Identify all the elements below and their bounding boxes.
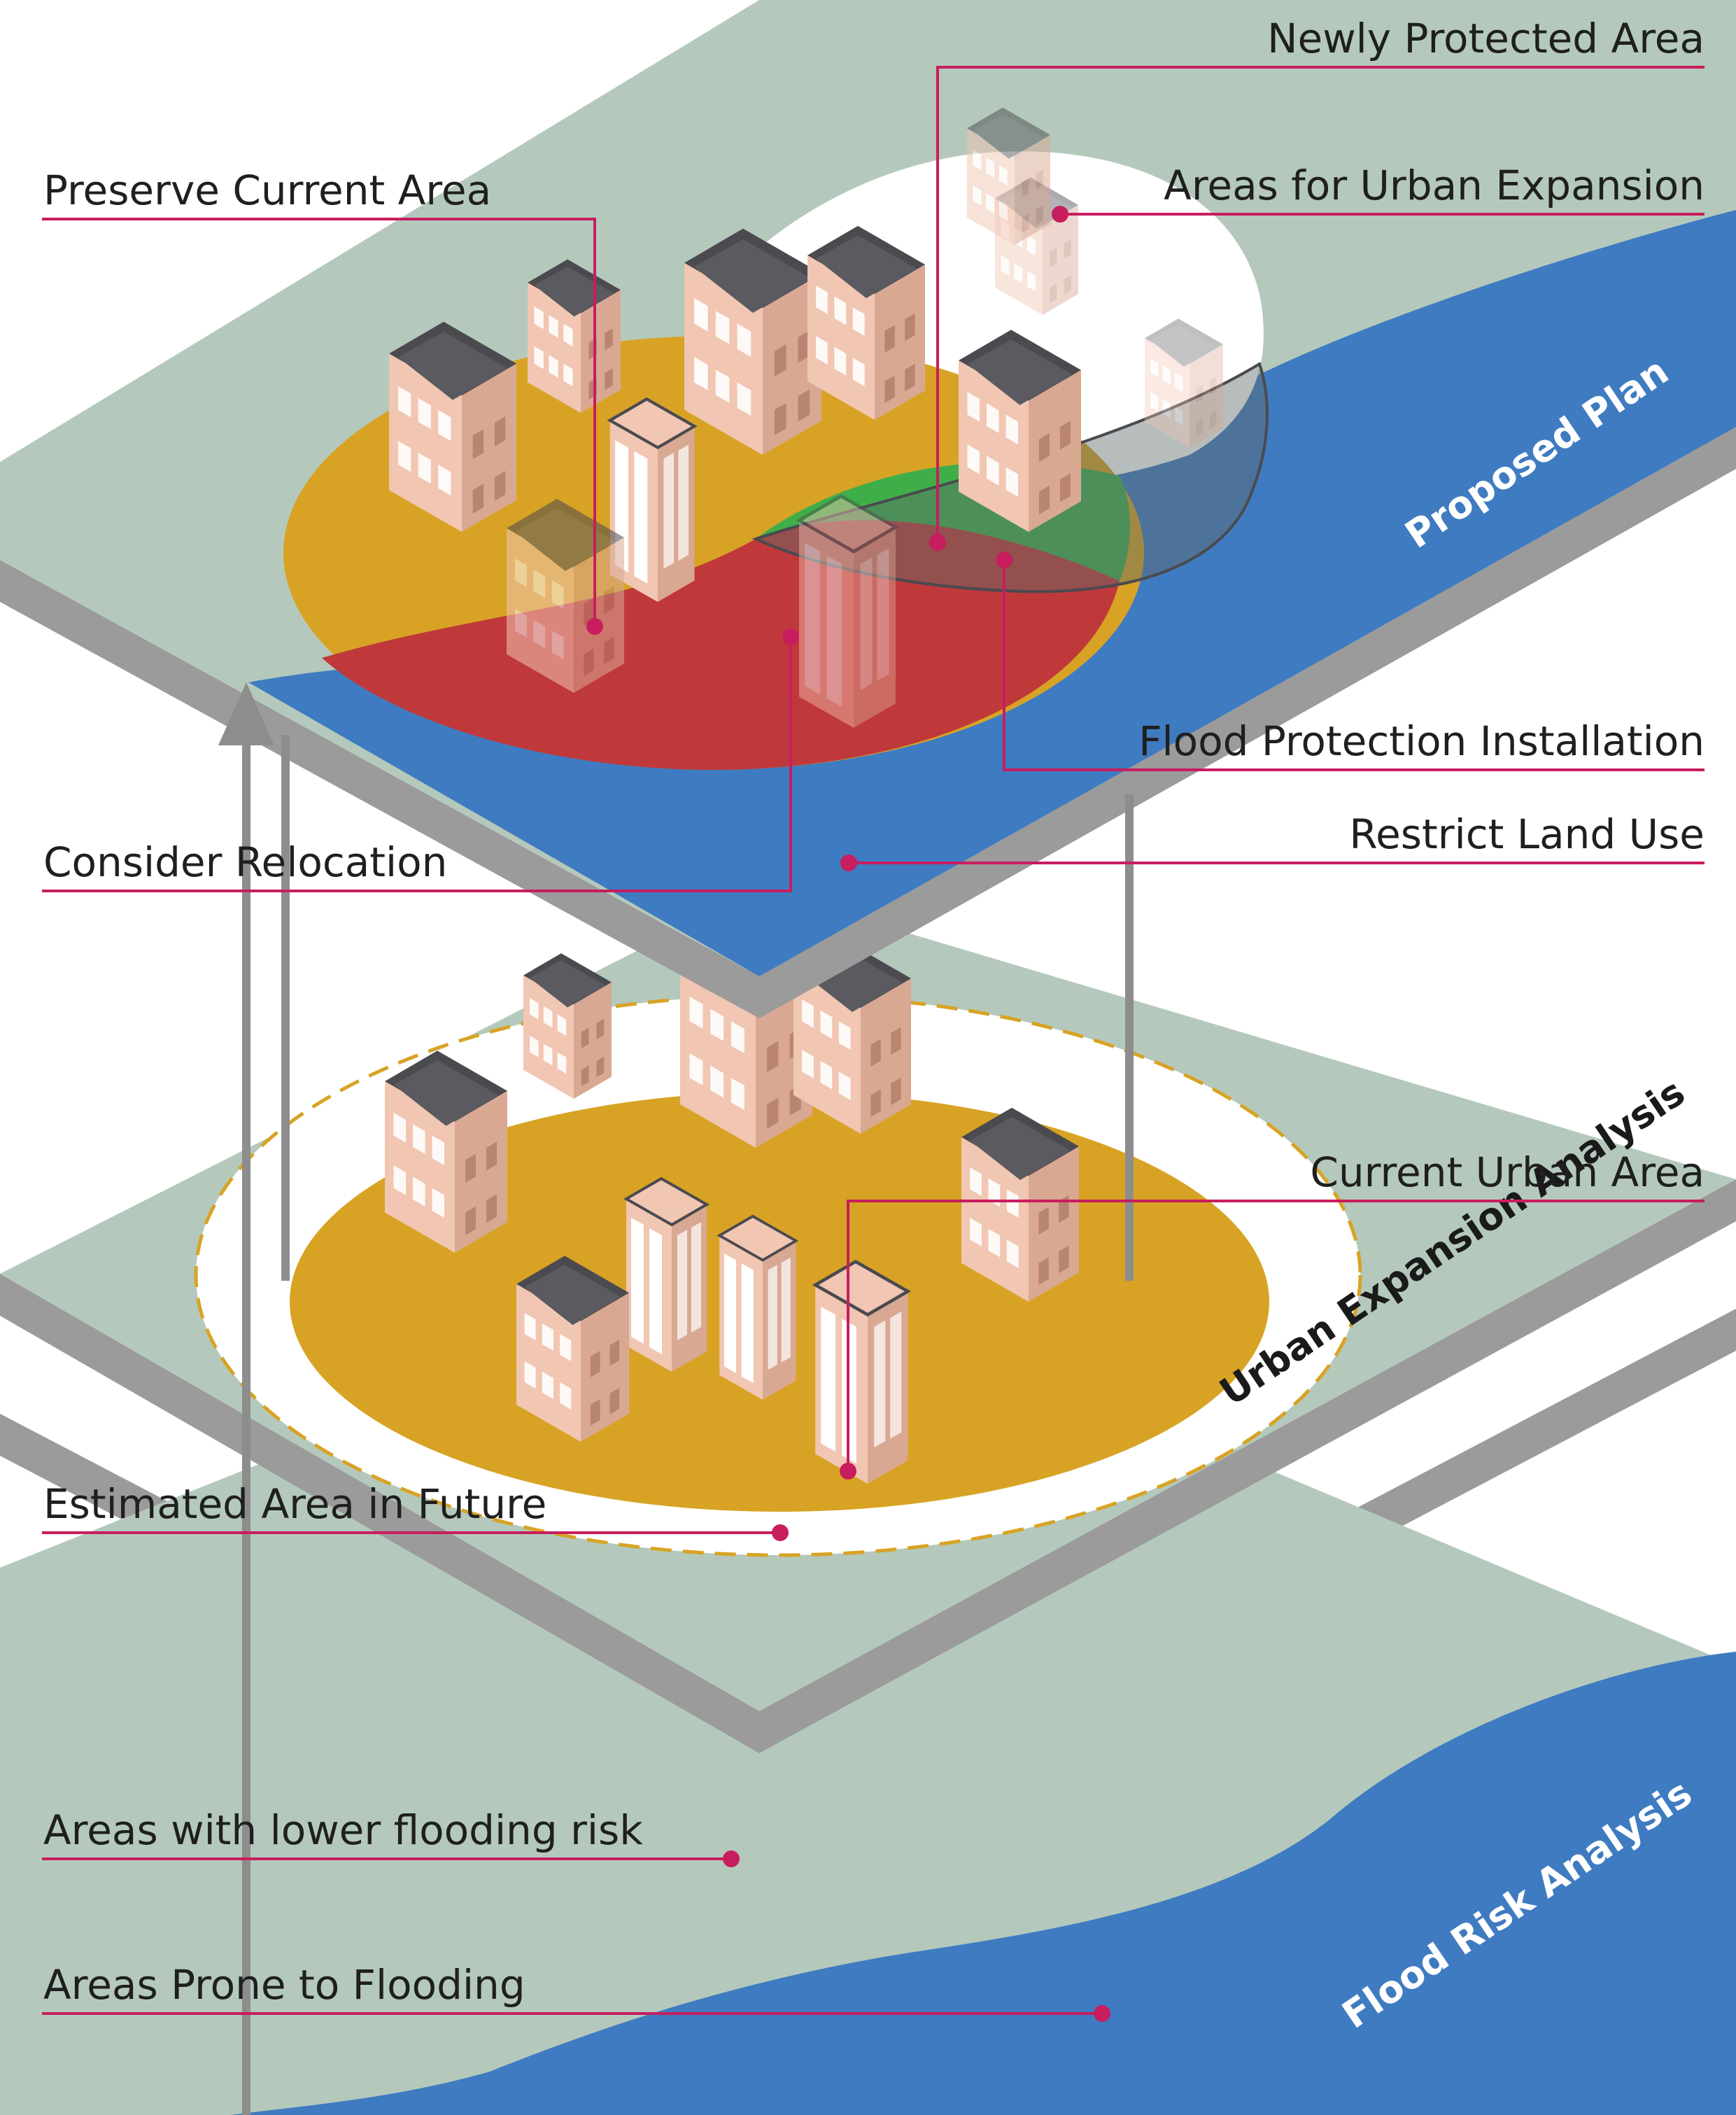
callout-markers — [586, 206, 1110, 2022]
label-preserve: Preserve Current Area — [43, 167, 491, 214]
label-current-urban: Current Urban Area — [1310, 1148, 1705, 1196]
callout-leaders — [42, 66, 1705, 2015]
leader-current-urban — [847, 1200, 1705, 1471]
dot-marker-icon — [996, 551, 1012, 568]
up-arrow-head-icon — [218, 682, 274, 745]
urban-expansion-layer: Urban Expansion Analysis — [0, 889, 1736, 1753]
label-relocation: Consider Relocation — [43, 838, 447, 886]
leader-newly-protected — [936, 66, 1705, 542]
dot-marker-icon — [782, 628, 799, 645]
dot-marker-icon — [723, 1850, 740, 1867]
label-lower-risk: Areas with lower flooding risk — [43, 1806, 643, 1854]
label-restrict: Restrict Land Use — [1349, 810, 1705, 858]
dot-marker-icon — [840, 855, 857, 871]
proposed-plan-layer: Proposed Plan — [0, 0, 1736, 1018]
label-urban-expansion: Areas for Urban Expansion — [1164, 162, 1705, 209]
dot-marker-icon — [1052, 206, 1068, 223]
leader-relocation — [42, 637, 792, 892]
dot-marker-icon — [772, 1524, 789, 1541]
callout-labels: Newly Protected Area Areas for Urban Exp… — [43, 15, 1705, 2009]
dot-marker-icon — [929, 534, 946, 551]
label-prone: Areas Prone to Flooding — [43, 1961, 525, 2009]
leader-preserve — [42, 218, 596, 626]
label-newly-protected: Newly Protected Area — [1267, 15, 1705, 62]
label-flood-installation: Flood Protection Installation — [1138, 717, 1705, 765]
dot-marker-icon — [840, 1463, 856, 1480]
flood-river — [231, 1652, 1736, 2115]
label-estimated-future: Estimated Area in Future — [43, 1480, 546, 1528]
leader-flood-installation — [1003, 560, 1705, 771]
dot-marker-icon — [1094, 2005, 1110, 2022]
dot-marker-icon — [586, 618, 603, 635]
